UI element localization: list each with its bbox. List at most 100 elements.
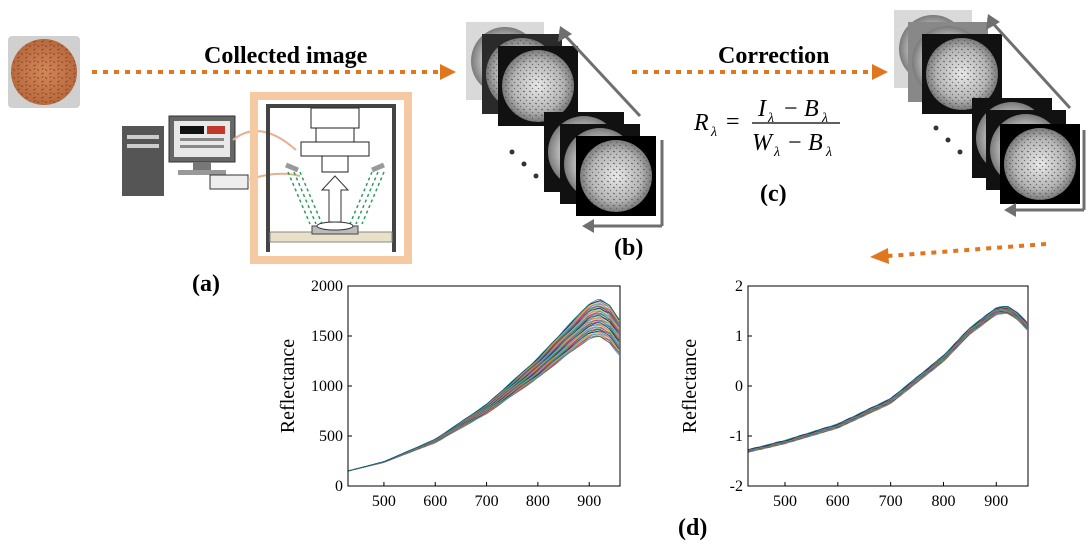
spectrum-line xyxy=(747,310,1028,452)
spectrum-line xyxy=(747,309,1028,452)
spectrum-line xyxy=(747,306,1028,451)
x-tick-label: 800 xyxy=(526,493,550,510)
svg-text:λ: λ xyxy=(821,111,828,126)
panel-label-b: (b) xyxy=(614,235,644,261)
spectrum-line xyxy=(747,311,1028,453)
spectrum-line xyxy=(747,306,1028,451)
computer-icon xyxy=(122,115,249,196)
spectrum-line xyxy=(747,308,1028,451)
x-tick-label: 500 xyxy=(372,493,396,510)
svg-text:=: = xyxy=(726,109,740,135)
y-tick-label: -1 xyxy=(730,428,743,445)
spectrum-line xyxy=(747,306,1028,451)
spectrum-line xyxy=(347,298,620,472)
preprocessed-spectra-chart: 500 600 700 800 900 -2 -1 0 1 2 Reflectance xyxy=(679,278,1029,510)
panel-label-d: (d) xyxy=(678,515,708,541)
y-tick-label: 1 xyxy=(735,328,743,345)
spectrum-line xyxy=(747,307,1028,451)
y-tick-label: 1500 xyxy=(311,328,343,345)
x-tick-label: 600 xyxy=(826,493,850,510)
spectrum-line xyxy=(747,308,1028,452)
flow-arrow-3 xyxy=(870,242,1047,264)
flow-arrow-2 xyxy=(632,64,888,80)
imaging-chamber-icon xyxy=(250,92,412,264)
spectrum-line xyxy=(347,328,620,472)
spectrum-line xyxy=(747,311,1028,452)
spectrum-line xyxy=(747,308,1028,451)
spectrum-line xyxy=(347,326,620,472)
spectrum-line xyxy=(747,308,1028,452)
y-tick-label: 2 xyxy=(735,278,743,295)
spectrum-line xyxy=(747,310,1028,452)
svg-text:λ: λ xyxy=(773,145,780,160)
spectrum-line xyxy=(747,311,1028,453)
formula-num-2: B xyxy=(804,96,819,122)
spectra-lines xyxy=(747,305,1028,453)
spectrum-line xyxy=(347,327,620,472)
formula-lhs: R xyxy=(693,110,709,136)
spectrum-line xyxy=(347,335,620,472)
spectrum-line xyxy=(747,305,1028,450)
spectrum-line xyxy=(747,307,1028,452)
formula-lhs-sub: λ xyxy=(710,125,717,140)
corrected-image-stack xyxy=(894,10,1086,217)
spectrum-line xyxy=(747,308,1028,451)
correction-label: Correction xyxy=(718,43,830,69)
spectrum-line xyxy=(747,307,1028,451)
y-tick-label: 0 xyxy=(335,478,343,495)
spectrum-line xyxy=(747,306,1028,451)
spectrum-line xyxy=(347,333,620,472)
x-tick-label: 900 xyxy=(984,493,1008,510)
spectrum-line xyxy=(747,312,1028,453)
spectrum-line xyxy=(347,326,620,472)
spectrum-line xyxy=(747,307,1028,452)
spectrum-line xyxy=(747,308,1028,451)
x-tick-label: 600 xyxy=(423,493,447,510)
spectrum-line xyxy=(747,307,1028,451)
spectrum-line xyxy=(347,331,620,472)
spectrum-line xyxy=(747,308,1028,451)
spectrum-line xyxy=(347,335,620,472)
spectrum-line xyxy=(747,310,1028,452)
spectrum-line xyxy=(747,307,1028,451)
x-tick-label: 500 xyxy=(773,493,797,510)
spectrum-line xyxy=(747,305,1028,450)
formula-den-1: W xyxy=(752,130,774,156)
svg-text:−: − xyxy=(784,96,798,122)
spectrum-line xyxy=(347,331,620,472)
formula-num-1: I xyxy=(757,96,767,122)
spectrum-line xyxy=(347,329,620,472)
spectrum-line xyxy=(747,309,1028,452)
svg-text:λ: λ xyxy=(767,111,774,126)
spectra-lines xyxy=(347,298,620,472)
spectrum-line xyxy=(747,309,1028,452)
spectrum-line xyxy=(747,307,1028,452)
spectrum-line xyxy=(347,331,620,472)
correction-formula: R λ = I λ − B λ W λ − B λ xyxy=(693,96,840,160)
spectrum-line xyxy=(747,311,1028,453)
spectrum-line xyxy=(747,306,1028,451)
spectrum-line xyxy=(747,310,1028,452)
spectrum-line xyxy=(747,312,1028,453)
sample-dish-icon xyxy=(8,36,80,108)
y-tick-label: 1000 xyxy=(311,378,343,395)
spectrum-line xyxy=(747,310,1028,453)
spectrum-line xyxy=(747,312,1028,453)
spectrum-line xyxy=(347,324,620,472)
spectrum-line xyxy=(747,311,1028,452)
spectrum-line xyxy=(347,326,620,472)
panel-label-c: (c) xyxy=(760,181,787,207)
spectrum-line xyxy=(747,311,1028,453)
spectrum-line xyxy=(747,310,1028,452)
x-tick-label: 800 xyxy=(931,493,955,510)
spectrum-line xyxy=(347,333,620,472)
spectrum-line xyxy=(747,312,1028,453)
spectrum-line xyxy=(747,309,1028,452)
x-tick-label: 700 xyxy=(475,493,499,510)
spectrum-line xyxy=(747,312,1028,452)
spectrum-line xyxy=(347,330,620,472)
spectrum-line xyxy=(747,313,1028,453)
spectrum-line xyxy=(747,311,1028,452)
spectrum-line xyxy=(747,309,1028,452)
